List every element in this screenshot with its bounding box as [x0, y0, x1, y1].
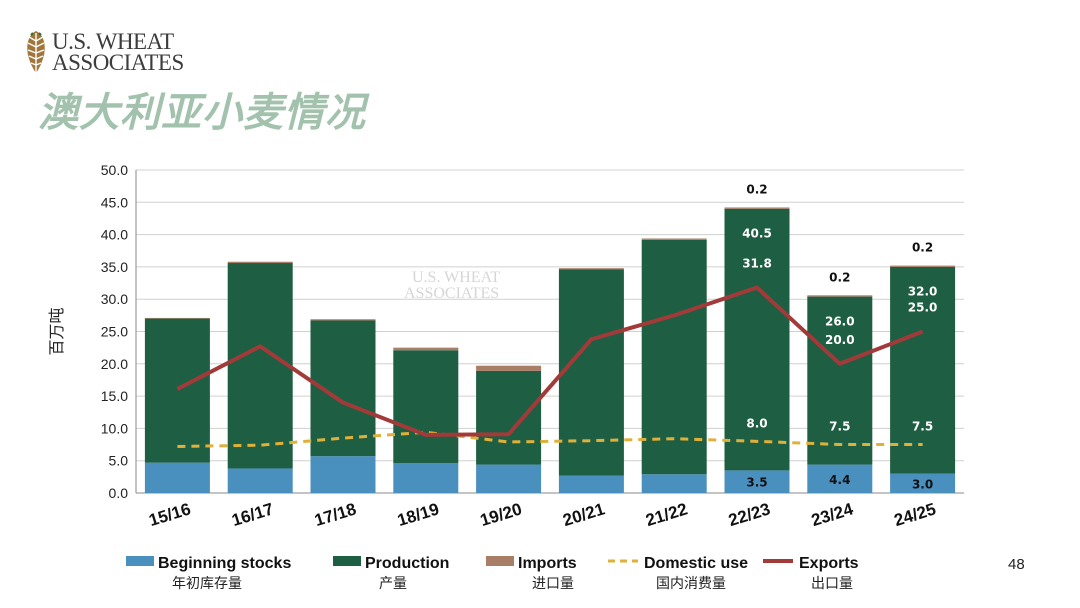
- imports-bar: [807, 295, 873, 297]
- beginning-stocks-data-label: 4.4: [829, 473, 850, 487]
- beginning-stocks-bar: [144, 462, 210, 493]
- watermark-line2: ASSOCIATES: [404, 285, 499, 302]
- production-bar: [144, 318, 210, 463]
- x-tick-label: 17/18: [312, 499, 358, 530]
- wheat-logo-icon: [27, 31, 45, 73]
- imports-legend-label-cn: 进口量: [532, 576, 574, 592]
- beginning-stocks-bar: [558, 475, 624, 493]
- y-tick-label: 40.0: [101, 227, 128, 243]
- y-tick-label: 45.0: [101, 194, 128, 210]
- imports-data-label: 0.2: [746, 182, 767, 196]
- x-tick-label: 21/22: [643, 499, 689, 530]
- x-tick-label: 24/25: [892, 499, 938, 530]
- production-bar: [724, 208, 790, 471]
- beginning-stocks-bar: [227, 468, 293, 493]
- beginning-stocks-legend-label: Beginning stocks: [158, 555, 291, 572]
- imports-bar: [724, 207, 790, 209]
- y-tick-label: 25.0: [101, 324, 128, 340]
- imports-legend-label: Imports: [518, 555, 577, 572]
- y-tick-label: 10.0: [101, 420, 128, 436]
- production-data-label: 32.0: [908, 285, 938, 299]
- x-tick-label: 15/16: [147, 499, 193, 530]
- domestic-use-legend-label: Domestic use: [644, 555, 748, 572]
- x-tick-label: 23/24: [809, 499, 856, 530]
- beginning-stocks-bar: [393, 463, 459, 493]
- imports-bar: [476, 365, 542, 371]
- domestic-use-data-label: 7.5: [829, 420, 850, 434]
- production-legend-label: Production: [365, 555, 449, 572]
- beginning-stocks-bar: [890, 473, 956, 493]
- x-tick-label: 16/17: [229, 499, 275, 530]
- production-legend-swatch: [333, 556, 361, 566]
- logo-line1: U.S. WHEAT: [52, 29, 174, 54]
- exports-data-label: 31.8: [742, 257, 772, 271]
- beginning-stocks-bar: [310, 456, 376, 493]
- production-bar: [558, 269, 624, 476]
- production-bar: [890, 266, 956, 474]
- beginning-stocks-bar: [724, 470, 790, 493]
- logo: U.S. WHEAT ASSOCIATES: [24, 28, 184, 76]
- beginning-stocks-data-label: 3.0: [912, 477, 933, 491]
- watermark-line1: U.S. WHEAT: [412, 269, 500, 286]
- imports-bar: [144, 317, 210, 319]
- production-data-label: 26.0: [825, 314, 855, 328]
- y-tick-label: 5.0: [109, 453, 129, 469]
- production-data-label: 40.5: [742, 226, 772, 240]
- beginning-stocks-legend-swatch: [126, 556, 154, 566]
- production-bar: [476, 370, 542, 465]
- domestic-use-line: [177, 430, 923, 448]
- page-number: 48: [1008, 556, 1025, 573]
- logo-line2: ASSOCIATES: [52, 50, 184, 75]
- beginning-stocks-bar: [476, 464, 542, 493]
- y-axis-label: 百万吨: [47, 307, 66, 355]
- imports-bar: [558, 268, 624, 270]
- x-tick-label: 18/19: [395, 499, 441, 530]
- production-bar: [393, 350, 459, 464]
- production-legend-label-cn: 产量: [379, 576, 407, 592]
- domestic-use-data-label: 8.0: [746, 416, 767, 430]
- production-bar: [227, 263, 293, 469]
- y-tick-label: 35.0: [101, 259, 128, 275]
- exports-legend-label: Exports: [799, 555, 859, 572]
- beginning-stocks-bar: [641, 474, 707, 493]
- y-tick-label: 20.0: [101, 356, 128, 372]
- production-bar: [641, 239, 707, 475]
- x-tick-label: 20/21: [561, 499, 607, 530]
- imports-bar: [641, 238, 707, 240]
- production-bar: [807, 296, 873, 465]
- y-tick-label: 50.0: [101, 162, 128, 178]
- exports-line: [176, 285, 924, 437]
- imports-data-label: 0.2: [912, 241, 933, 255]
- imports-bar: [227, 261, 293, 264]
- exports-data-label: 25.0: [908, 301, 938, 315]
- imports-bar: [393, 347, 459, 351]
- beginning-stocks-bar: [807, 464, 873, 493]
- page-title: 澳大利亚小麦情况: [38, 90, 366, 136]
- imports-bar: [890, 265, 956, 267]
- y-tick-label: 15.0: [101, 388, 128, 404]
- y-tick-label: 30.0: [101, 291, 128, 307]
- imports-legend-swatch: [486, 556, 514, 566]
- imports-data-label: 0.2: [829, 270, 850, 284]
- beginning-stocks-data-label: 3.5: [746, 476, 767, 490]
- domestic-use-legend-label-cn: 国内消费量: [656, 576, 726, 592]
- domestic-use-data-label: 7.5: [912, 420, 933, 434]
- imports-bar: [310, 319, 376, 321]
- x-tick-label: 19/20: [478, 499, 524, 530]
- exports-data-label: 20.0: [825, 333, 855, 347]
- beginning-stocks-legend-label-cn: 年初库存量: [172, 575, 242, 592]
- y-tick-label: 0.0: [109, 485, 129, 501]
- exports-legend-label-cn: 出口量: [811, 576, 853, 592]
- x-tick-label: 22/23: [726, 499, 772, 530]
